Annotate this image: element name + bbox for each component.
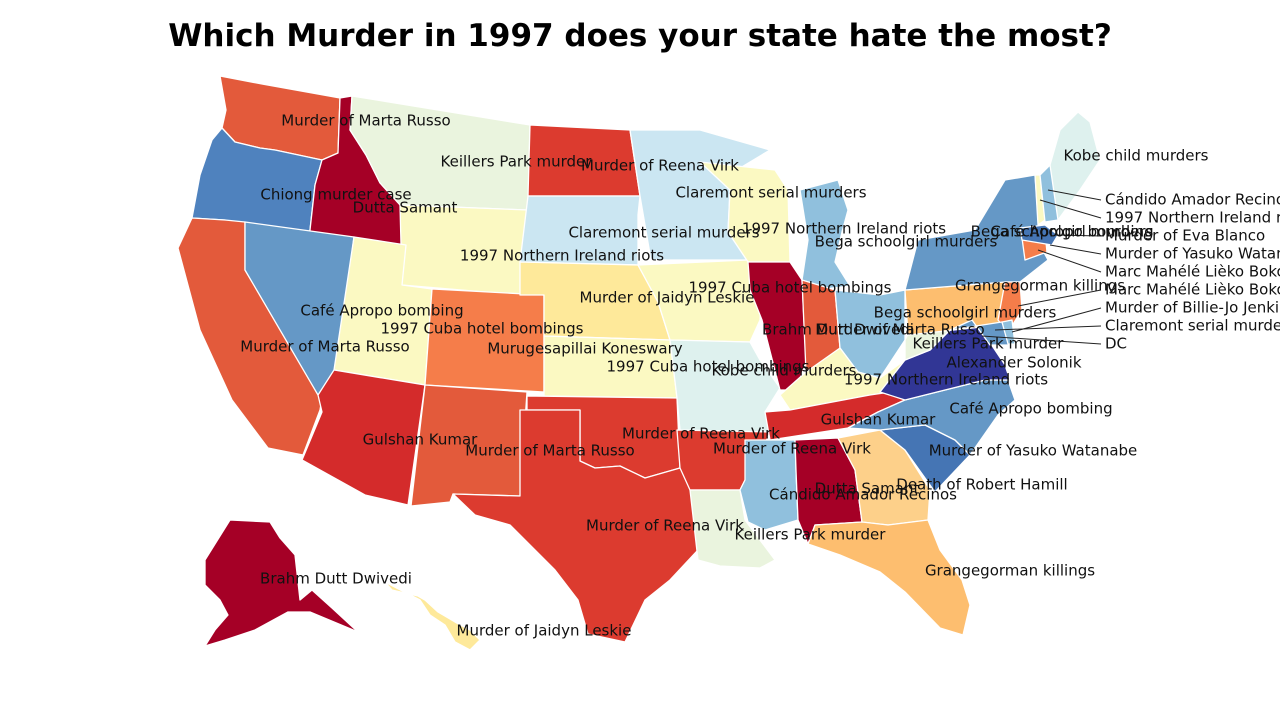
callout-label-md: Claremont serial murders xyxy=(1105,317,1280,335)
callout-label-vt: 1997 Northern Ireland riots xyxy=(1105,209,1280,227)
state-label-pa: Grangegorman killings xyxy=(955,277,1125,295)
state-ak[interactable] xyxy=(204,519,359,647)
state-label-mi: Bega schoolgirl murders xyxy=(815,233,998,251)
state-label-wv: Keillers Park murder xyxy=(913,335,1065,353)
state-label-ia: 1997 Cuba hotel bombings xyxy=(689,279,892,297)
leader-line-de xyxy=(1011,307,1102,333)
state-label-ut: 1997 Cuba hotel bombings xyxy=(381,320,584,338)
state-label-ok: Murder of Reena Virk xyxy=(622,425,780,443)
state-nh[interactable] xyxy=(1039,164,1059,223)
state-label-nc: Café Apropo bombing xyxy=(949,400,1112,418)
state-label-ky: 1997 Northern Ireland riots xyxy=(844,371,1048,389)
leader-line-ri xyxy=(1049,244,1102,255)
states-layer xyxy=(177,75,1101,651)
map-title: Which Murder in 1997 does your state hat… xyxy=(168,18,1112,54)
leader-line-nh xyxy=(1047,189,1102,201)
state-mi[interactable] xyxy=(799,179,851,291)
callout-label-ma: Murder of Eva Blanco xyxy=(1105,227,1265,245)
callout-label-ct: Marc Mahélé Lièko Bokoko xyxy=(1105,263,1280,281)
leader-line-nj xyxy=(1017,289,1102,307)
state-label-ga: Death of Robert Hamill xyxy=(896,476,1067,494)
state-label-nm: Murder of Marta Russo xyxy=(465,442,634,460)
state-label-mt: Keillers Park murder xyxy=(441,153,593,171)
state-mo[interactable] xyxy=(669,339,781,433)
state-label-sc: Murder of Yasuko Watanabe xyxy=(929,442,1138,460)
callout-label-nj: Marc Mahélé Lièko Bokoko xyxy=(1105,281,1280,299)
state-ma[interactable] xyxy=(1019,224,1059,246)
callout-label-dc: DC xyxy=(1105,335,1127,353)
callout-label-de: Murder of Billie-Jo Jenkins xyxy=(1105,299,1280,317)
state-label-nv: Café Apropo bombing xyxy=(300,302,463,320)
callout-label-ri: Murder of Yasuko Watanabe xyxy=(1105,245,1280,263)
state-label-il: Brahm Dutt Dwivedi xyxy=(762,321,914,339)
leader-line-dc xyxy=(981,335,1102,345)
state-me[interactable] xyxy=(1039,111,1101,221)
state-label-ny: Bega schoolgirl murders xyxy=(971,223,1154,241)
state-label-oh: Bega schoolgirl murders xyxy=(874,304,1057,322)
state-fl[interactable] xyxy=(807,519,971,636)
state-label-id: Dutta Samant xyxy=(353,199,458,217)
inline-label-ma-inline: Café Apropo bombing xyxy=(990,223,1153,241)
state-hi[interactable] xyxy=(384,581,481,651)
leader-line-md xyxy=(994,325,1102,331)
state-label-ca: Murder of Marta Russo xyxy=(240,338,409,356)
state-label-ak: Brahm Dutt Dwivedi xyxy=(260,570,412,588)
leader-line-vt xyxy=(1039,199,1102,219)
state-label-or: Chiong murder case xyxy=(260,186,411,204)
leader-line-ma xyxy=(1054,234,1102,237)
state-label-tx: Murder of Reena Virk xyxy=(586,517,744,535)
state-label-la: Keillers Park murder xyxy=(735,526,887,544)
state-label-wa: Murder of Marta Russo xyxy=(281,112,450,130)
state-label-wi: 1997 Northern Ireland riots xyxy=(742,220,946,238)
state-label-me: Kobe child murders xyxy=(1064,147,1209,165)
state-label-ks: 1997 Cuba hotel bombings xyxy=(607,358,810,376)
state-label-tn: Gulshan Kumar xyxy=(821,411,936,429)
state-label-in: Murder of Marta Russo xyxy=(815,321,984,339)
state-label-co: Murugesapillai Koneswary xyxy=(487,340,682,358)
callout-leader-lines xyxy=(981,189,1102,345)
state-label-nd: Murder of Reena Virk xyxy=(581,157,739,175)
leader-line-ct xyxy=(1037,249,1102,273)
state-sd[interactable] xyxy=(519,195,641,266)
state-md[interactable] xyxy=(949,319,1011,346)
state-label-fl: Grangegorman killings xyxy=(925,562,1095,580)
state-label-mo: Kobe child murders xyxy=(712,362,857,380)
state-label-sd: Claremont serial murders xyxy=(568,224,759,242)
state-label-va: Alexander Solonik xyxy=(946,354,1081,372)
state-label-hi: Murder of Jaidyn Leskie xyxy=(457,622,632,640)
state-ca[interactable] xyxy=(177,217,323,456)
state-label-mn: Claremont serial murders xyxy=(675,184,866,202)
state-label-al: Dutta Samant xyxy=(815,480,920,498)
state-label-az: Gulshan Kumar xyxy=(363,431,478,449)
callout-label-nh: Cándido Amador Recinos xyxy=(1105,191,1280,209)
state-label-ar: Murder of Reena Virk xyxy=(713,440,871,458)
state-label-wy: 1997 Northern Ireland riots xyxy=(460,247,664,265)
state-label-ne: Murder of Jaidyn Leskie xyxy=(580,289,755,307)
state-tx[interactable] xyxy=(452,409,699,643)
state-label-ms: Cándido Amador Recinos xyxy=(769,486,957,504)
state-nj[interactable] xyxy=(997,281,1023,333)
